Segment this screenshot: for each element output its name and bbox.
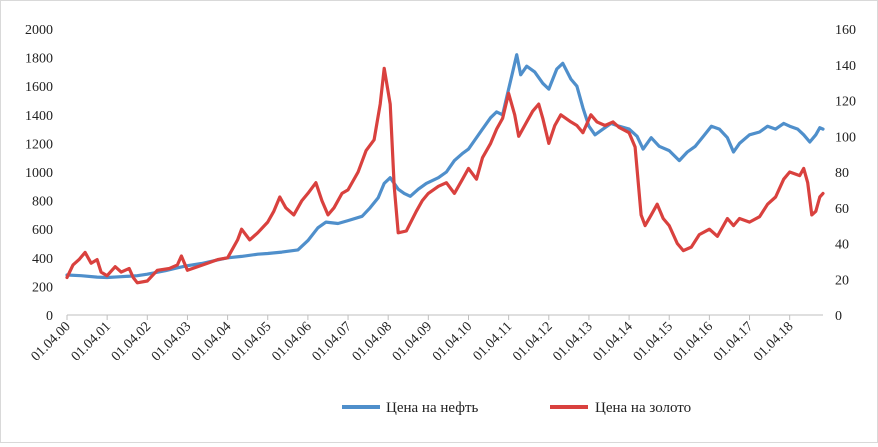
gold-price-line: [65, 66, 825, 285]
x-axis-tick-marks: [66, 315, 791, 320]
right-axis-tick-label: 160: [835, 23, 856, 38]
legend-label: Цена на золото: [595, 400, 691, 416]
left-axis-tick-label: 0: [46, 309, 53, 324]
x-axis-tick-label: 01.04.09: [390, 319, 435, 364]
x-axis-tick-label: 01.04.05: [229, 319, 274, 364]
right-axis-tick-label: 140: [835, 59, 856, 74]
legend-label: Цена на нефть: [386, 400, 479, 416]
legend: Цена на нефть Цена на золото: [342, 400, 691, 416]
series-layer: [65, 53, 825, 285]
left-axis-tick-label: 800: [32, 195, 53, 210]
right-axis-tick-label: 40: [835, 238, 849, 253]
left-axis-tick-label: 400: [32, 252, 53, 267]
right-axis-tick-label: 0: [835, 309, 842, 324]
right-axis-tick-label: 120: [835, 95, 856, 110]
x-axis-tick-label: 01.04.13: [551, 319, 596, 364]
left-axis-tick-label: 1600: [25, 80, 53, 95]
left-axis-tick-label: 1800: [25, 52, 53, 67]
x-axis-tick-label: 01.04.17: [711, 319, 756, 364]
x-axis-tick-label: 01.04.12: [510, 319, 555, 364]
x-axis-tick-label: 01.04.11: [471, 319, 516, 364]
right-axis-tick-label: 100: [835, 130, 856, 145]
x-axis-tick-label: 01.04.14: [591, 319, 636, 364]
x-axis-tick-label: 01.04.16: [671, 319, 716, 364]
left-axis-tick-label: 600: [32, 223, 53, 238]
x-axis-tick-label: 01.04.01: [69, 319, 114, 364]
right-axis-tick-label: 20: [835, 273, 849, 288]
right-axis-ticks: 0 20 40 60 80 100 120 140 160: [835, 23, 856, 324]
x-axis-tick-label: 01.04.06: [269, 319, 314, 364]
left-axis-tick-label: 2000: [25, 23, 53, 38]
x-axis-tick-label: 01.04.04: [189, 319, 234, 364]
x-axis-tick-label: 01.04.00: [29, 319, 74, 364]
x-axis-tick-label: 01.04.07: [310, 319, 355, 364]
x-axis-labels: 01.04.0001.04.0101.04.0201.04.0301.04.04…: [29, 319, 797, 364]
left-axis-tick-label: 1000: [25, 166, 53, 181]
x-axis-tick-label: 01.04.08: [350, 319, 395, 364]
x-axis-tick-label: 01.04.02: [109, 319, 154, 364]
x-axis-tick-label: 01.04.15: [631, 319, 676, 364]
right-axis-tick-label: 80: [835, 166, 849, 181]
oil-price-line: [65, 53, 825, 280]
x-axis-tick-label: 01.04.10: [430, 319, 475, 364]
left-axis-ticks: 0 200 400 600 800 1000 1200 1400 1600 1800 2000: [25, 23, 53, 324]
x-axis-tick-label: 01.04.03: [149, 319, 194, 364]
right-axis-tick-label: 60: [835, 202, 849, 217]
x-axis-tick-label: 01.04.18: [751, 319, 796, 364]
left-axis-tick-label: 1400: [25, 109, 53, 124]
left-axis-tick-label: 200: [32, 280, 53, 295]
left-axis-tick-label: 1200: [25, 137, 53, 152]
